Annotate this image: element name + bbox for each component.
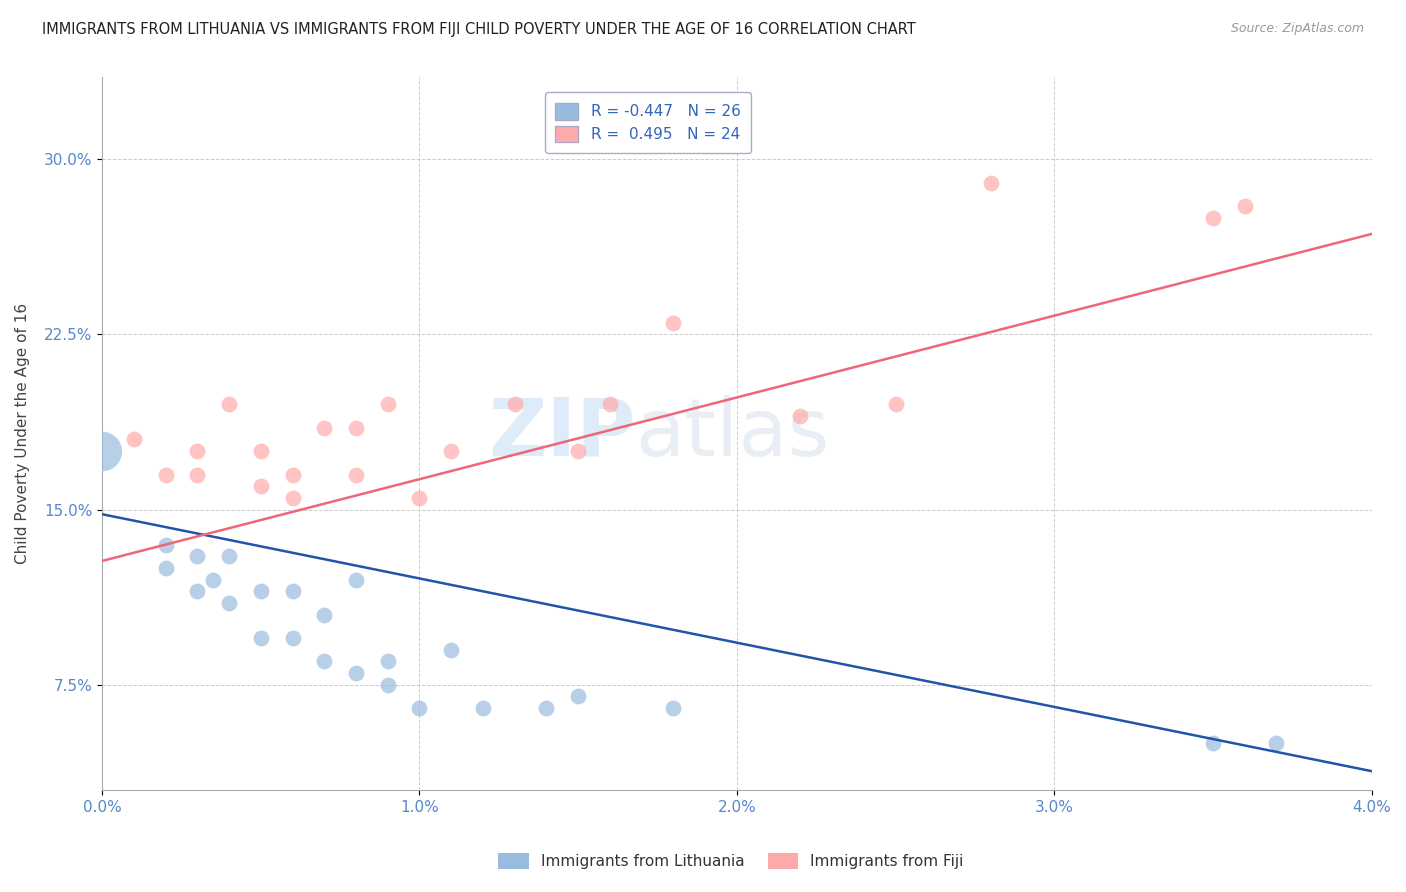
Point (567, 444, 589, 458)
Point (249, 631, 271, 645)
Point (567, 690, 589, 704)
Legend: R = -0.447   N = 26, R =  0.495   N = 24: R = -0.447 N = 26, R = 0.495 N = 24 (544, 92, 751, 153)
Point (472, 701, 495, 715)
Point (440, 642, 463, 657)
Point (249, 584, 271, 599)
Point (281, 584, 304, 599)
Point (281, 467, 304, 482)
Point (662, 316, 685, 330)
Point (249, 479, 271, 493)
Point (218, 397, 240, 411)
Point (408, 491, 430, 505)
Point (408, 701, 430, 715)
Point (662, 701, 685, 715)
Point (91, 444, 114, 458)
Point (344, 467, 367, 482)
Point (789, 409, 811, 424)
Point (344, 666, 367, 681)
Point (377, 397, 399, 411)
Point (344, 421, 367, 435)
Point (536, 701, 558, 715)
Point (1233, 199, 1256, 213)
Point (1265, 736, 1288, 750)
Point (980, 176, 1002, 190)
Point (440, 444, 463, 458)
Text: IMMIGRANTS FROM LITHUANIA VS IMMIGRANTS FROM FIJI CHILD POVERTY UNDER THE AGE OF: IMMIGRANTS FROM LITHUANIA VS IMMIGRANTS … (42, 22, 915, 37)
Point (186, 549, 208, 564)
Point (1202, 211, 1225, 225)
Text: ZIP: ZIP (488, 394, 636, 473)
Point (314, 654, 336, 668)
Point (344, 573, 367, 587)
Point (186, 467, 208, 482)
Point (218, 596, 240, 610)
Legend: Immigrants from Lithuania, Immigrants from Fiji: Immigrants from Lithuania, Immigrants fr… (492, 847, 970, 875)
Text: atlas: atlas (636, 394, 830, 473)
Point (377, 654, 399, 668)
Point (503, 397, 526, 411)
Point (249, 444, 271, 458)
Point (599, 397, 621, 411)
Point (155, 538, 177, 552)
Point (155, 467, 177, 482)
Point (314, 607, 336, 622)
Point (186, 584, 208, 599)
Point (884, 397, 907, 411)
Y-axis label: Child Poverty Under the Age of 16: Child Poverty Under the Age of 16 (15, 303, 30, 565)
Point (281, 491, 304, 505)
Point (281, 631, 304, 645)
Point (122, 433, 145, 447)
Point (218, 549, 240, 564)
Text: Source: ZipAtlas.com: Source: ZipAtlas.com (1230, 22, 1364, 36)
Point (377, 678, 399, 692)
Point (1202, 736, 1225, 750)
Point (155, 561, 177, 575)
Point (186, 444, 208, 458)
Point (314, 421, 336, 435)
Point (202, 573, 225, 587)
